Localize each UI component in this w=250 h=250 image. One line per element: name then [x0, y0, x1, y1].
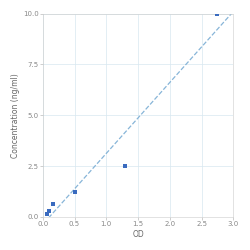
Point — [51, 202, 55, 206]
Point — [45, 212, 49, 216]
Y-axis label: Concentration (ng/ml): Concentration (ng/ml) — [11, 73, 20, 158]
X-axis label: OD: OD — [132, 230, 144, 239]
Point — [216, 12, 220, 16]
Point — [47, 209, 51, 213]
Point — [72, 190, 76, 194]
Point — [123, 164, 127, 168]
